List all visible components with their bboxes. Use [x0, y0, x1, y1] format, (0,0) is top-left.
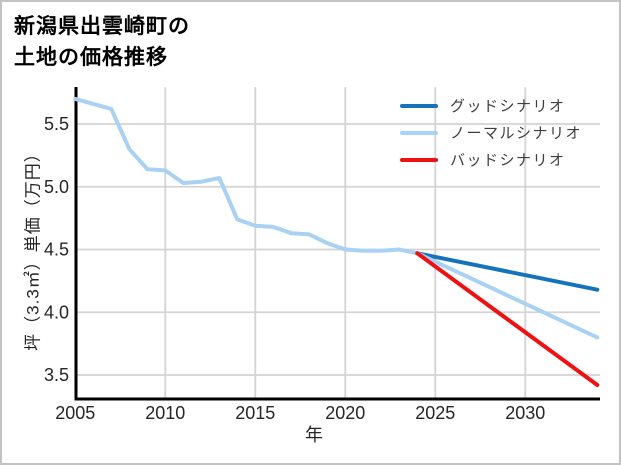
y-tick-label: 4.5 — [44, 240, 69, 260]
normal-scenario-line-swatch — [400, 130, 438, 135]
legend-label: グッドシナリオ — [450, 98, 566, 115]
chart-title-line-2: 土地の価格推移 — [14, 46, 168, 69]
series-line-normal-scenario — [415, 251, 600, 340]
x-tick-label: 2020 — [325, 403, 365, 423]
legend-label: バッドシナリオ — [450, 152, 566, 169]
y-axis-label: 坪（3.3㎡）単価（万円） — [23, 144, 43, 351]
good-scenario-line-swatch — [400, 103, 438, 108]
x-axis-label: 年 — [305, 425, 323, 445]
y-tick-label: 3.5 — [44, 365, 69, 385]
y-tick-label: 4.0 — [44, 302, 69, 322]
series-line-good-scenario — [415, 251, 600, 292]
x-tick-label: 2015 — [235, 403, 275, 423]
x-tick-label: 2025 — [415, 403, 455, 423]
legend-label: ノーマルシナリオ — [450, 125, 583, 142]
x-tick-label: 2010 — [145, 403, 185, 423]
series-line-bad-scenario — [415, 251, 600, 387]
chart-title: 新潟県出雲崎町の 土地の価格推移 — [14, 11, 190, 73]
series-line-historical — [73, 96, 420, 256]
x-tick-label: 2030 — [505, 403, 545, 423]
legend: グッドシナリオ ノーマルシナリオ バッドシナリオ — [400, 92, 582, 173]
legend-item-bad-scenario: バッドシナリオ — [400, 146, 582, 173]
chart-title-line-1: 新潟県出雲崎町の — [14, 15, 190, 38]
y-tick-label: 5.5 — [44, 114, 69, 134]
x-tick-label: 2005 — [55, 403, 95, 423]
legend-item-good-scenario: グッドシナリオ — [400, 92, 582, 119]
bad-scenario-line-swatch — [400, 157, 438, 162]
legend-item-normal-scenario: ノーマルシナリオ — [400, 119, 582, 146]
y-tick-label: 5.0 — [44, 177, 69, 197]
